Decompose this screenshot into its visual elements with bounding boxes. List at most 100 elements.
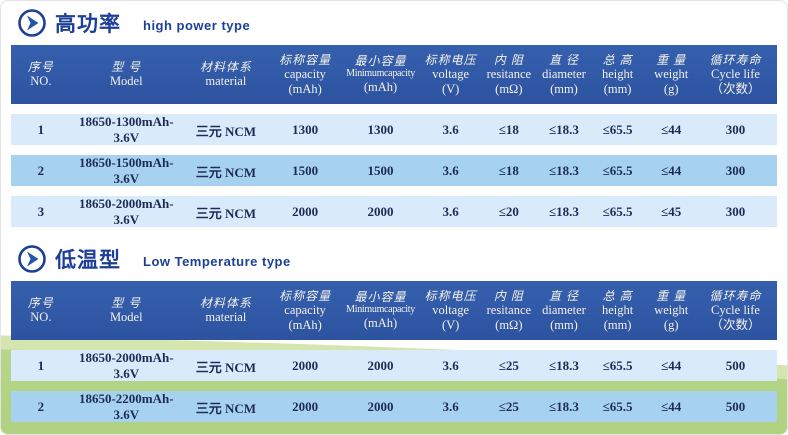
table-cell: ≤44 [661, 399, 682, 414]
column-header-line: 序号 [27, 60, 54, 75]
table-cell: 三元 NCM [195, 123, 256, 139]
column-header-line: (mm) [603, 317, 632, 332]
table-cell: 三元 NCM [195, 359, 256, 375]
column-header-line: Minimumcapacity [346, 68, 415, 80]
column-header-line: 循环寿命 [709, 288, 762, 303]
table-cell: 3.6 [442, 122, 459, 137]
table-cell: ≤65.5 [602, 204, 633, 219]
column-header-line: (g) [663, 81, 679, 96]
table-cell: 2000 [367, 399, 394, 414]
column-header-line: 直 径 [548, 288, 579, 303]
column-header-line: 最小容量 [354, 290, 407, 305]
column-header-line: 最小容量 [354, 54, 407, 69]
table-cell: ≤65.5 [602, 399, 633, 414]
table-cell: 300 [725, 122, 746, 137]
column-header: 材料体系 material [182, 60, 270, 89]
column-header-line: (mm) [603, 81, 632, 96]
table-header-row: 序号 NO. 型 号 Model 材料体系 material 标称容量 capacity (mA… [11, 281, 777, 340]
table-cell: 1500 [292, 163, 319, 178]
column-header-line: 序号 [27, 296, 54, 311]
column-header: 标称容量 capacity (mAh) [270, 53, 340, 97]
column-header: 内 阻 resitance (mΩ) [481, 289, 538, 333]
column-header-line: (V) [441, 317, 460, 332]
column-header: 型 号 Model [71, 296, 182, 325]
column-header-line: capacity [284, 302, 326, 317]
table-cell: ≤18.3 [549, 122, 579, 137]
column-header-line: (g) [663, 317, 679, 332]
column-header-line: (V) [441, 81, 460, 96]
section-title-en: Low Temperature type [143, 254, 291, 269]
column-header-line: (mAh) [288, 317, 322, 332]
column-header-line: 标称电压 [424, 288, 477, 303]
column-header-line: (mm) [550, 81, 578, 96]
section-title-zh: 低温型 [55, 249, 121, 272]
low-temperature-table: 序号 NO. 型 号 Model 材料体系 material 标称容量 capacity (mA… [11, 281, 777, 422]
column-header: 最小容量 Minimumcapacity (mAh) [340, 54, 420, 95]
table-row: 2 18650-1500mAh-3.6V 三元 NCM 1500 1500 3.6 ≤18 ≤… [11, 155, 777, 186]
table-cell: ≤18.3 [549, 204, 579, 219]
column-header: 总 高 height (mm) [591, 53, 645, 97]
column-header: 重 量 weight (g) [644, 53, 698, 97]
high-power-table: 序号 NO. 型 号 Model 材料体系 material 标称容量 capacity (mA… [11, 45, 777, 227]
table-cell: 500 [725, 358, 746, 373]
table-cell: 18650-1300mAh-3.6V [78, 114, 174, 145]
column-header: 最小容量 Minimumcapacity (mAh) [340, 290, 420, 331]
arrow-circle-icon [17, 8, 47, 38]
table-cell: 1500 [367, 163, 394, 178]
column-header-line: (mΩ) [495, 81, 523, 96]
table-cell: 3.6 [442, 399, 459, 414]
section-header-high-power: 高功率 high power type [17, 7, 777, 39]
column-header: 型 号 Model [71, 60, 182, 89]
column-header-line: material [205, 310, 247, 325]
table-cell: 三元 NCM [195, 400, 256, 416]
column-header-line: NO. [30, 310, 52, 325]
table-cell: ≤65.5 [602, 163, 633, 178]
table-cell: 1 [37, 122, 45, 137]
column-header-line: material [205, 74, 247, 89]
column-header: 标称电压 voltage (V) [421, 289, 481, 333]
column-header: 总 高 height (mm) [591, 289, 645, 333]
column-header-line: weight [654, 302, 689, 317]
table-cell: 2000 [292, 204, 319, 219]
column-header-line: 重 量 [656, 52, 687, 67]
column-header-line: resitance [486, 302, 532, 317]
table-cell: ≤25 [498, 399, 519, 414]
column-header-line: Model [109, 310, 143, 325]
table-cell: 300 [725, 163, 746, 178]
table-row: 3 18650-2000mAh-3.6V 三元 NCM 2000 2000 3.6 ≤20 ≤… [11, 196, 777, 227]
table-cell: 18650-2200mAh-3.6V [78, 391, 174, 422]
column-header-line: (mAh) [363, 316, 398, 331]
column-header-line: voltage [432, 66, 470, 81]
table-cell: 1300 [367, 122, 394, 137]
table-cell: 18650-2000mAh-3.6V [78, 350, 174, 381]
column-header-line: capacity [284, 66, 326, 81]
column-header: 循环寿命 Cycle life （次数） [698, 289, 773, 333]
column-header: 重 量 weight (g) [644, 289, 698, 333]
column-header-line: (mm) [550, 317, 578, 332]
column-header-line: Cycle life [711, 302, 760, 317]
table-cell: ≤44 [661, 358, 682, 373]
column-header: 循环寿命 Cycle life （次数） [698, 53, 773, 97]
column-header: 标称容量 capacity (mAh) [270, 289, 340, 333]
table-cell: 2 [37, 163, 45, 178]
table-cell: 18650-1500mAh-3.6V [78, 155, 174, 186]
table-cell: ≤65.5 [602, 358, 633, 373]
table-cell: ≤18 [498, 122, 519, 137]
column-header: 直 径 diameter (mm) [537, 53, 591, 97]
section-low-temperature: 低温型 Low Temperature type 序号 NO. 型 号 Model 材料… [11, 243, 777, 422]
table-row: 2 18650-2200mAh-3.6V 三元 NCM 2000 2000 3.6 ≤25 ≤… [11, 391, 777, 422]
table-cell: 2000 [367, 358, 394, 373]
column-header-line: 总 高 [602, 52, 633, 67]
arrow-circle-icon [17, 244, 47, 274]
table-cell: ≤18.3 [549, 399, 579, 414]
column-header-line: diameter [542, 302, 586, 317]
table-cell: 18650-2000mAh-3.6V [78, 196, 174, 227]
table-cell: 500 [725, 399, 746, 414]
table-cell: ≤20 [498, 204, 519, 219]
column-header-line: （次数） [710, 81, 761, 96]
column-header-line: (mΩ) [495, 317, 523, 332]
table-cell: 1300 [292, 122, 319, 137]
table-cell: 3 [37, 204, 45, 219]
column-header: 内 阻 resitance (mΩ) [481, 53, 538, 97]
